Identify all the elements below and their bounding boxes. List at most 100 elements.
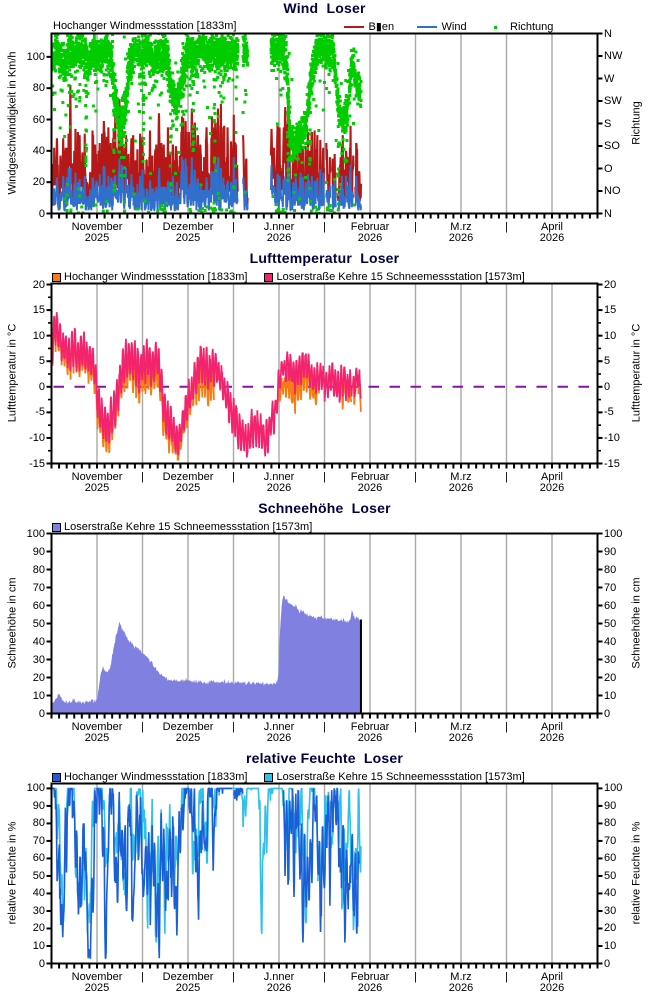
legend-swatch [264, 772, 273, 782]
y-tick-label-right: N [604, 27, 612, 40]
y-tick-label-right: 50 [604, 617, 617, 630]
month-label: Februar [350, 221, 390, 233]
y-tick-label-right: 20 [604, 671, 617, 684]
y-tick-label-left: 90 [32, 799, 45, 812]
y-tick-label-left: 30 [32, 904, 45, 917]
wind-legend: B▮en Wind Richtung [0, 0, 650, 250]
year-label: 2025 [84, 231, 110, 244]
legend-swatch [52, 522, 61, 532]
legend-swatch [264, 272, 273, 282]
schneehoehe-plot-canvas [0, 500, 650, 750]
y-tick-label-right: 20 [604, 278, 617, 291]
legend-swatch [52, 772, 61, 782]
month-label: M.rz [450, 721, 472, 733]
y-tick-label-left: 20 [32, 671, 45, 684]
month-label: Dezember [162, 221, 214, 233]
y-tick-label-left: 0 [38, 707, 45, 720]
chart-schneehoehe: Schneehöhe Loser Schneehöhe in cm Schnee… [0, 500, 650, 750]
year-label: 2026 [266, 231, 292, 244]
month-separator: | [141, 471, 144, 483]
chart-wind: Wind Loser Windgeschwindigkeit in Km/h R… [0, 0, 650, 250]
year-label: 2026 [357, 481, 383, 494]
y-tick-label-right: SW [604, 95, 622, 107]
legend-label: Hochanger Windmessstation [1833m] [64, 271, 248, 283]
y-tick-label-left: -5 [35, 406, 45, 419]
y-tick-label-right: 60 [604, 852, 617, 865]
y-tick-label-left: 40 [32, 144, 45, 157]
y-tick-label-right: 100 [604, 782, 623, 795]
y-tick-label-left: -15 [29, 457, 45, 470]
year-label: 2026 [266, 481, 292, 494]
month-label: Februar [350, 471, 390, 483]
y-tick-label-right: 80 [604, 817, 617, 830]
lufttemperatur-axis-labels: 20 15 10 5 0 -5 -10 -15 20 15 10 5 0 -5 -10 -15 November… [0, 250, 650, 500]
y-tick-label-left: 10 [32, 689, 45, 702]
month-label: M.rz [450, 221, 472, 233]
y-tick-label-left: 60 [32, 852, 45, 865]
year-label: 2025 [84, 981, 110, 994]
y-tick-label-left: 5 [38, 355, 45, 368]
relative-feuchte-axis-labels: 0 10 20 30 40 50 60 70 80 90 100 0 10 20 30 40 50 60 70 80 9… [0, 750, 650, 1000]
y-tick-label-left: 80 [32, 563, 45, 576]
month-separator: | [414, 721, 417, 733]
year-label: 2026 [448, 981, 474, 994]
y-tick-label-right: 10 [604, 689, 617, 702]
y-tick-label-right: O [604, 162, 613, 175]
year-label: 2025 [175, 981, 201, 994]
year-label: 2026 [448, 481, 474, 494]
y-tick-label-right: 90 [604, 799, 617, 812]
legend-label: Hochanger Windmessstation [1833m] [64, 771, 248, 783]
year-label: 2026 [448, 231, 474, 244]
month-separator: | [323, 471, 326, 483]
y-tick-label-right: S [604, 117, 612, 130]
month-label: April [540, 221, 563, 233]
month-separator: | [141, 221, 144, 233]
month-separator: | [232, 971, 235, 983]
lufttemperatur-legend: Hochanger Windmessstation [1833m] Loserst… [0, 250, 650, 500]
y-tick-label-left: 0 [38, 207, 45, 220]
y-tick-label-right: SO [604, 140, 620, 152]
chart-relative-feuchte: relative Feuchte Loser relative Feuchte … [0, 750, 650, 1000]
y-tick-label-left: 20 [32, 278, 45, 291]
year-label: 2026 [539, 981, 565, 994]
month-separator: | [505, 971, 508, 983]
legend-label: B▮en [368, 21, 395, 33]
y-tick-label-left: 20 [32, 922, 45, 935]
y-tick-label-right: 50 [604, 869, 617, 882]
y-tick-label-left: 10 [32, 329, 45, 342]
year-label: 2026 [266, 981, 292, 994]
y-tick-label-right: 0 [604, 380, 611, 393]
y-tick-label-left: 100 [26, 782, 45, 795]
y-tick-label-right: 40 [604, 635, 617, 648]
y-tick-label-left: 60 [32, 599, 45, 612]
year-label: 2025 [175, 481, 201, 494]
month-label: J.nner [263, 721, 295, 733]
month-label: November [71, 721, 123, 733]
chart-title-wind: Wind Loser [283, 0, 366, 16]
lufttemperatur-plot-canvas [0, 250, 650, 500]
y-tick-label-left: 100 [26, 50, 45, 63]
year-label: 2026 [539, 231, 565, 244]
month-label: November [71, 971, 123, 983]
month-label: Dezember [162, 721, 214, 733]
y-tick-label-left: 30 [32, 653, 45, 666]
year-label: 2026 [357, 231, 383, 244]
schneehoehe-axis-labels: 0 10 20 30 40 50 60 70 80 90 100 0 10 20 30 40 50 60 70 80 9… [0, 500, 650, 750]
month-label: April [540, 971, 563, 983]
year-label: 2026 [266, 731, 292, 744]
y-tick-label-left: 15 [32, 304, 45, 317]
year-label: 2026 [539, 481, 565, 494]
month-label: J.nner [263, 221, 295, 233]
month-label: M.rz [450, 471, 472, 483]
year-label: 2025 [84, 481, 110, 494]
y-tick-label-right: 0 [604, 957, 611, 970]
year-label: 2026 [539, 731, 565, 744]
legend-dot-swatch [494, 25, 497, 29]
month-separator: | [323, 971, 326, 983]
month-separator: | [232, 471, 235, 483]
y-tick-label-left: 90 [32, 545, 45, 558]
month-separator: | [323, 221, 326, 233]
legend-label: Loserstraße Kehre 15 Schneemessstation [… [276, 771, 525, 783]
month-label: J.nner [263, 471, 295, 483]
month-separator: | [414, 971, 417, 983]
